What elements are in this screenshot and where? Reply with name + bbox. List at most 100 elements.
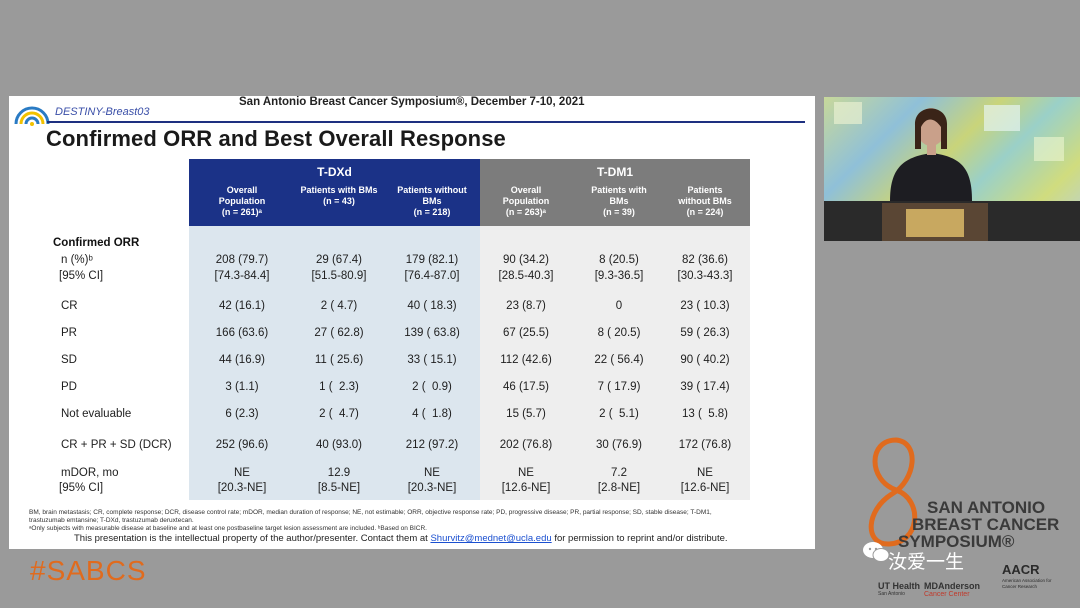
table-cell: NE [424,467,440,479]
speaker-figure-icon [824,102,1080,241]
tdm1-header [480,159,750,226]
sabcs-logo-line3: SYMPOSIUM® [898,532,1015,551]
table-cell: 112 (42.6) [500,354,552,366]
column-header-line: (n = 261)ᵃ [221,207,263,217]
table-cell: 12.9 [327,467,351,479]
table-cell: 90 ( 40.2) [680,354,730,366]
table-cell: 40 ( 18.3) [407,300,457,312]
table-cell: 15 (5.7) [506,408,546,420]
table-cell: 139 ( 63.8) [404,327,460,339]
column-header: Patients with BMs (n = 43) [293,185,385,207]
sabcs-logo-line2: BREAST CANCER [912,515,1060,534]
table-cell: 1 ( 2.3) [319,381,359,393]
group-header-tdm1: T-DM1 [597,165,633,179]
row-label: [95% CI] [59,482,104,494]
copyright-notice: This presentation is the intellectual pr… [74,533,728,544]
table-cell: 212 (97.2) [405,439,459,451]
trial-name: DESTINY-Breast03 [55,106,150,118]
table-cell: [2.8-NE] [597,482,641,494]
column-header-line: (n = 218) [413,207,451,217]
column-header-line: Patients without [397,185,467,195]
table-cell: 179 (82.1) [405,254,459,266]
table-cell: 0 [615,300,623,312]
aacr-logo: AACR [1002,562,1040,577]
table-cell: [20.3-NE] [217,482,267,494]
column-header: Patients without BMs (n = 224) [659,185,751,218]
table-cell: [28.5-40.3] [498,270,554,282]
table-cell: 13 ( 5.8) [681,408,729,420]
row-label: mDOR, mo [61,467,119,479]
watermark-text: 汝爱一生 [888,552,965,573]
speaker-video [824,97,1080,241]
table-cell: 6 (2.3) [225,408,259,420]
row-label: PD [61,381,77,393]
table-cell: [12.6-NE] [501,482,551,494]
table-cell: [12.6-NE] [680,482,730,494]
table-cell: NE [518,467,534,479]
conference-header: San Antonio Breast Cancer Symposium®, De… [239,96,585,108]
table-cell: [51.5-80.9] [311,270,367,282]
md-anderson-logo-sub: Cancer Center [924,591,970,598]
table-cell: NE [234,467,250,479]
table-cell: 4 ( 1.8) [412,408,452,420]
column-header-line: (n = 224) [686,207,724,217]
table-cell: 23 ( 10.3) [680,300,730,312]
aacr-logo-sub: American Association for Cancer Research [1002,578,1052,589]
md-anderson-logo: MDAnderson [924,581,980,591]
table-cell: [8.5-NE] [317,482,361,494]
row-label: CR [61,300,78,312]
sabcs-logo-line1: SAN ANTONIO [927,498,1046,517]
contact-email-link[interactable]: Shurvitz@mednet@ucla.edu [430,533,552,544]
table-cell: 23 (8.7) [506,300,546,312]
column-header-line: BMs [609,196,629,206]
column-header-line: without BMs [678,196,732,206]
row-label: n (%)ᵇ [61,254,93,266]
hashtag-sabcs: #SABCS [30,555,147,586]
table-cell: 2 ( 4.7) [320,300,358,312]
table-cell: 2 ( 5.1) [599,408,639,420]
slide-title: Confirmed ORR and Best Overall Response [46,126,506,151]
header-divider [47,121,805,123]
column-header-line: Population [218,196,266,206]
ut-health-logo-sub: San Antonio [878,591,905,597]
table-cell: 82 (36.6) [681,254,729,266]
footnote-abbreviations: BM, brain metastasis; CR, complete respo… [29,509,712,516]
column-header-line: Patients with [591,185,647,195]
table-cell: NE [697,467,713,479]
table-cell: 208 (79.7) [215,254,269,266]
row-label: PR [61,327,77,339]
table-cell: 67 (25.5) [502,327,550,339]
sabcs-ribbon-logo-icon [868,437,918,547]
table-cell: [20.3-NE] [407,482,457,494]
tdxd-header [189,159,480,226]
column-header-line: (n = 43) [323,196,355,206]
column-header: Patients with BMs (n = 39) [573,185,665,218]
row-label: [95% CI] [59,270,104,282]
group-header-tdxd: T-DXd [317,165,352,179]
table-cell: 42 (16.1) [218,300,266,312]
column-header-line: (n = 39) [603,207,635,217]
column-header-line: Overall [226,185,258,195]
table-cell: 166 (63.6) [215,327,269,339]
table-cell: 252 (96.6) [215,439,269,451]
column-header: Overall Population (n = 263)ᵃ [480,185,572,218]
table-cell: 2 ( 0.9) [412,381,452,393]
table-cell: 29 (67.4) [315,254,363,266]
column-header-line: Population [502,196,550,206]
table-cell: 30 (76.9) [595,439,643,451]
column-header-line: Patients with BMs [300,185,378,195]
table-cell: 22 ( 56.4) [594,354,644,366]
column-header-line: BMs [422,196,442,206]
row-label: SD [61,354,77,366]
column-header-line: (n = 263)ᵃ [505,207,547,217]
table-cell: 7.2 [611,467,627,479]
section-confirmed-orr: Confirmed ORR [53,237,140,249]
column-header-line: Overall [510,185,542,195]
table-cell: 59 ( 26.3) [680,327,730,339]
table-cell: 27 ( 62.8) [314,327,364,339]
table-cell: 8 (20.5) [599,254,639,266]
table-cell: 40 (93.0) [315,439,363,451]
ut-health-logo: UT Health [878,581,921,591]
table-cell: 11 ( 25.6) [314,354,364,366]
table-cell: 39 ( 17.4) [680,381,730,393]
